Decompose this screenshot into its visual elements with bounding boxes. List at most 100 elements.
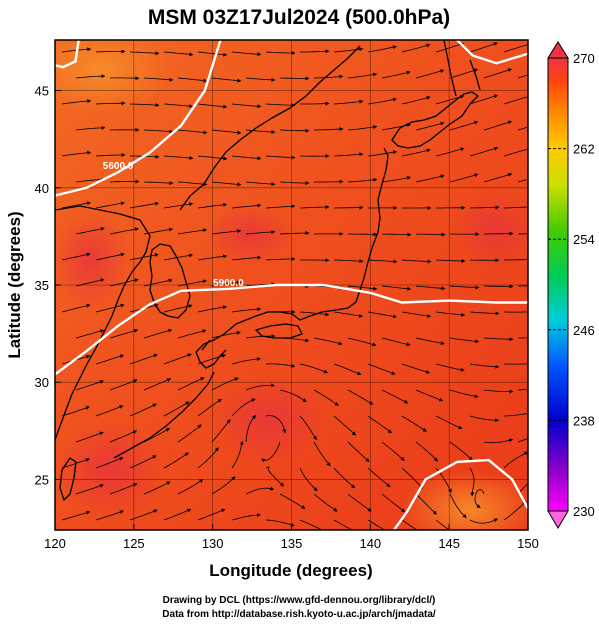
streamline — [367, 311, 398, 319]
streamline — [483, 120, 513, 131]
streamline — [333, 467, 356, 489]
streamline — [231, 398, 256, 417]
streamline — [333, 311, 364, 318]
streamline — [279, 181, 310, 186]
streamline — [75, 177, 106, 183]
streamline — [449, 68, 479, 79]
colorbar-max-extension — [547, 41, 569, 59]
streamline — [313, 389, 339, 406]
streamline — [163, 353, 192, 365]
streamline — [265, 155, 296, 160]
warm-patch — [400, 470, 528, 530]
streamline — [347, 72, 378, 79]
streamline — [300, 49, 330, 54]
streamline — [415, 174, 445, 183]
streamline — [231, 203, 262, 209]
streamline — [129, 201, 160, 209]
streamline — [517, 483, 528, 495]
korea-coastline — [149, 243, 191, 319]
streamline — [231, 51, 262, 57]
streamline — [265, 519, 295, 527]
streamline — [401, 415, 427, 432]
streamline — [469, 415, 500, 423]
streamline — [415, 441, 438, 462]
streamline — [75, 125, 106, 131]
streamline — [517, 74, 528, 79]
colorbar-tick-label: 246 — [573, 323, 595, 338]
colorbar: 270 262 254 246 238 230 — [547, 41, 595, 529]
streamline — [367, 519, 386, 530]
streamline — [109, 483, 138, 495]
drawing-credit: Drawing by DCL (https://www.gfd-dennou.o… — [163, 595, 436, 606]
streamline — [129, 353, 158, 365]
streamline — [61, 303, 91, 313]
streamline — [415, 337, 445, 346]
streamline — [347, 493, 372, 512]
streamline — [401, 467, 424, 489]
y-tick-label: 35 — [35, 278, 49, 293]
streamline — [245, 383, 275, 391]
streamline — [435, 363, 465, 372]
streamline — [95, 49, 126, 54]
streamline — [504, 259, 528, 261]
streamline — [109, 430, 138, 443]
data-source-credit: Data from http://database.rish.kyoto-u.a… — [162, 609, 436, 620]
japan-coastline — [195, 147, 389, 369]
streamline — [401, 519, 418, 530]
cool-patch — [455, 190, 528, 270]
streamline — [381, 175, 412, 183]
streamline — [245, 334, 276, 339]
height-contour-line — [456, 40, 528, 65]
streamline — [299, 467, 318, 492]
streamline — [245, 415, 257, 443]
streamline — [279, 389, 307, 402]
streamline — [469, 518, 498, 524]
streamline — [449, 493, 467, 518]
colorbar-tick-label: 238 — [573, 413, 595, 428]
streamline — [435, 519, 451, 530]
streamline — [231, 357, 261, 365]
streamline — [415, 285, 446, 291]
streamline — [231, 155, 262, 161]
streamline — [265, 204, 296, 209]
streamline — [299, 311, 330, 317]
streamline — [75, 484, 104, 495]
streamline — [313, 74, 344, 79]
streamline — [333, 519, 353, 530]
streamline — [367, 259, 398, 264]
streamline — [517, 233, 528, 235]
streamline — [449, 337, 480, 344]
streamline — [197, 305, 227, 313]
streamline — [483, 172, 513, 183]
streamline — [143, 181, 174, 186]
streamline — [61, 99, 92, 105]
y-tick-label: 40 — [35, 181, 49, 196]
streamline — [163, 401, 190, 417]
streamline — [95, 252, 125, 261]
streamline — [469, 94, 499, 105]
streamline — [449, 120, 479, 131]
streamline — [503, 42, 528, 53]
streamline — [177, 329, 207, 339]
streamline — [211, 229, 242, 235]
colorbar-ticks: 270 262 254 246 238 230 — [548, 51, 595, 519]
streamline — [367, 363, 396, 375]
contour-label: 5600.0 — [103, 161, 134, 172]
streamline — [265, 257, 296, 262]
streamline — [415, 69, 445, 79]
contour-label: 5900.0 — [213, 278, 244, 289]
streamline — [75, 74, 106, 79]
streamline — [279, 493, 306, 509]
x-tick-label: 130 — [202, 536, 224, 551]
x-tick-label: 135 — [281, 536, 303, 551]
streamline — [245, 129, 276, 134]
streamline — [449, 441, 474, 461]
streamline — [469, 146, 499, 157]
streamline — [367, 97, 397, 105]
colorbar-tick-label: 270 — [573, 51, 595, 66]
streamline — [415, 493, 437, 515]
streamline — [313, 441, 331, 467]
streamline — [503, 363, 528, 365]
streamline — [449, 285, 480, 290]
